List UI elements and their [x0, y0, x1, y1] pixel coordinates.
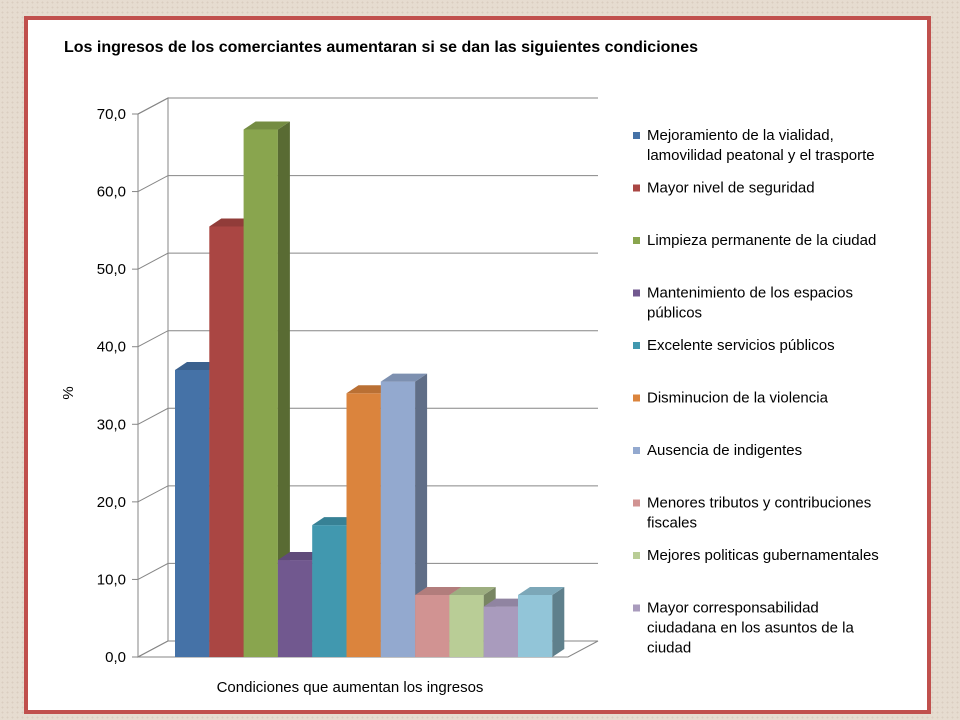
bar-front [175, 369, 210, 657]
bar-top [243, 121, 290, 130]
legend-label: Mayor nivel de seguridad [647, 180, 815, 197]
bar [380, 373, 428, 657]
bar-side [415, 373, 428, 657]
legend-item: Mantenimiento de los espacios públicos [633, 285, 853, 322]
bar-front [415, 594, 450, 657]
legend-label: fiscales [647, 515, 697, 532]
y-tick-label: 30,0 [97, 416, 126, 433]
legend-swatch [633, 132, 640, 139]
legend-label: lamovilidad peatonal y el trasporte [647, 147, 875, 164]
legend-label: Excelente servicios públicos [647, 337, 835, 354]
bar-front [483, 606, 518, 657]
y-tick-label: 40,0 [97, 339, 126, 356]
bar-top [449, 586, 496, 595]
legend-label: Mejoramiento de la vialidad, [647, 127, 834, 144]
gridline [137, 330, 598, 348]
bar-front [449, 594, 484, 657]
legend-swatch [633, 394, 640, 402]
bar-side [277, 121, 290, 657]
legend-item: Disminucion de la violencia [633, 390, 829, 407]
legend-swatch [633, 289, 640, 297]
legend-label: Disminucion de la violencia [647, 390, 829, 407]
y-tick-label: 70,0 [97, 106, 126, 123]
legend-label: Mantenimiento de los espacios [647, 285, 853, 302]
bar-front [518, 594, 553, 657]
y-tick-label: 60,0 [97, 184, 126, 201]
legend-label: ciudad [647, 640, 691, 657]
gridline [137, 252, 598, 270]
legend-swatch [633, 342, 640, 349]
chart-frame: 0,0 10,0 20,0 30,0 40,0 50,0 60,0 70,0 Los ingr… [24, 16, 931, 714]
legend-item: Excelente servicios públicos [633, 337, 835, 354]
bar-chart: 0,0 10,0 20,0 30,0 40,0 50,0 60,0 70,0 Los ingr… [60, 39, 879, 696]
legend-label: Limpieza permanente de la ciudad [647, 232, 876, 249]
gridline [137, 562, 598, 580]
legend-swatch [633, 552, 640, 559]
bar [243, 121, 290, 657]
legend-swatch [633, 447, 640, 454]
bar-front [346, 393, 381, 657]
legend-item: Mejores politicas gubernamentales [633, 547, 879, 564]
bar-front [312, 525, 347, 657]
legend-item: Mayor nivel de seguridad [633, 180, 815, 197]
legend-item: Menores tributos y contribuciones fiscale… [633, 495, 871, 532]
legend: Mejoramiento de la vialidad, lamovilidad … [633, 127, 879, 657]
bar-side [552, 586, 565, 657]
legend-item: Mayor corresponsabilidad ciudadana en los… [633, 600, 854, 657]
bar-top [415, 586, 462, 595]
gridline [137, 175, 598, 193]
bar [518, 586, 565, 657]
legend-item: Mejoramiento de la vialidad, lamovilidad … [633, 127, 875, 164]
y-axis-label: % [60, 386, 77, 399]
gridline [137, 407, 598, 425]
legend-swatch [633, 499, 640, 507]
y-tick-label: 0,0 [105, 649, 126, 666]
bar-top [518, 586, 565, 595]
bar-front [209, 226, 244, 657]
legend-swatch [633, 604, 640, 612]
y-tick-label: 20,0 [97, 494, 126, 511]
legend-label: Menores tributos y contribuciones [647, 495, 871, 512]
bar-top [380, 373, 428, 382]
bar-front [380, 381, 416, 657]
bar-front [243, 129, 278, 657]
chart-title: Los ingresos de los comerciantes aumenta… [64, 39, 698, 56]
legend-item: Limpieza permanente de la ciudad [633, 232, 876, 249]
legend-item: Ausencia de indigentes [633, 442, 802, 459]
legend-swatch [633, 237, 640, 244]
legend-label: ciudadana en los asuntos de la [647, 620, 854, 637]
y-tick-labels: 0,0 10,0 20,0 30,0 40,0 50,0 60,0 70,0 [97, 106, 126, 666]
bar-front [277, 560, 313, 657]
gridline [137, 97, 598, 115]
legend-label: Mejores politicas gubernamentales [647, 547, 879, 564]
y-tick-label: 10,0 [97, 571, 126, 588]
x-axis-label: Condiciones que aumentan los ingresos [217, 679, 484, 696]
legend-label: Mayor corresponsabilidad [647, 600, 819, 617]
legend-swatch [633, 184, 640, 192]
y-tick-label: 50,0 [97, 261, 126, 278]
legend-label: Ausencia de indigentes [647, 442, 802, 459]
side-wall [137, 97, 169, 658]
bars [175, 121, 565, 657]
gridline [137, 485, 598, 503]
legend-label: públicos [647, 305, 702, 322]
